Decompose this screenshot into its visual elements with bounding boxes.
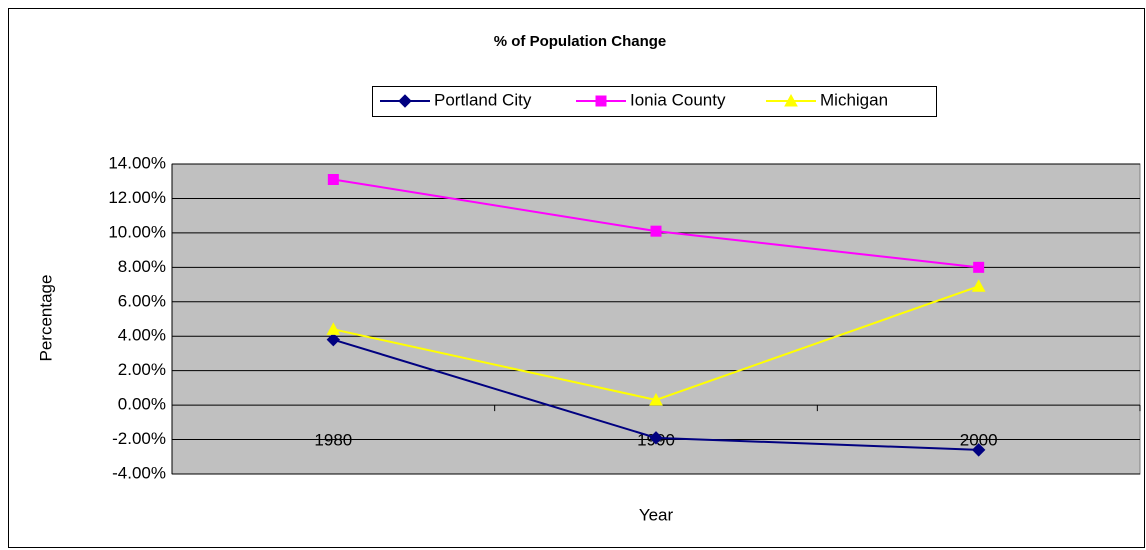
legend-marker bbox=[595, 95, 607, 107]
data-point bbox=[650, 225, 662, 237]
y-tick-label: 8.00% bbox=[118, 257, 166, 276]
y-tick-label: 14.00% bbox=[108, 153, 166, 172]
legend-label: Michigan bbox=[820, 90, 888, 109]
y-tick-label: 10.00% bbox=[108, 222, 166, 241]
data-point bbox=[649, 431, 663, 445]
legend-label: Portland City bbox=[434, 90, 532, 109]
x-tick-label: 2000 bbox=[960, 431, 998, 450]
data-point bbox=[327, 174, 339, 185]
y-tick-label: 4.00% bbox=[118, 326, 166, 345]
data-point bbox=[649, 392, 663, 406]
data-point bbox=[326, 322, 341, 335]
legend-label: Ionia County bbox=[630, 90, 726, 109]
legend-box bbox=[372, 86, 937, 117]
data-point bbox=[326, 332, 341, 347]
x-tick-label: 1980 bbox=[314, 431, 352, 450]
y-tick-label: 6.00% bbox=[118, 291, 166, 310]
y-tick-label: -2.00% bbox=[112, 429, 166, 448]
y-tick-label: -4.00% bbox=[112, 463, 166, 482]
y-tick-label: 12.00% bbox=[108, 188, 166, 207]
chart-title: % of Population Change bbox=[494, 33, 667, 50]
y-axis-label: Percentage bbox=[36, 275, 55, 362]
x-axis-label: Year bbox=[639, 505, 674, 524]
legend-marker bbox=[784, 93, 798, 107]
y-tick-label: 2.00% bbox=[118, 360, 166, 379]
data-point bbox=[971, 279, 986, 292]
legend-marker bbox=[398, 94, 412, 108]
plot-area bbox=[171, 163, 1141, 475]
y-tick-label: 0.00% bbox=[118, 395, 166, 414]
data-point bbox=[971, 443, 986, 457]
data-point bbox=[973, 261, 985, 273]
